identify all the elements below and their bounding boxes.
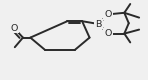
Text: O: O [10, 24, 18, 32]
Text: O: O [104, 29, 112, 38]
Text: B: B [95, 20, 102, 28]
Text: O: O [104, 10, 112, 19]
